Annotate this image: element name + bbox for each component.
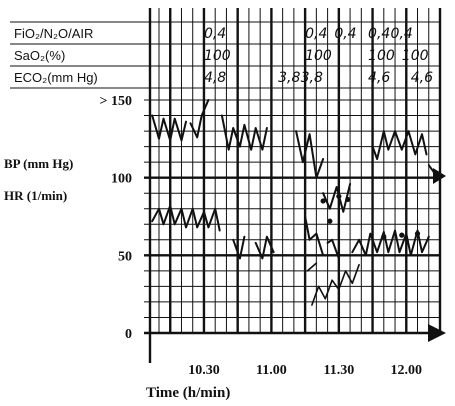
table-row-label: ECO₂(mm Hg) (14, 70, 98, 85)
bp-diastolic-line (254, 235, 275, 260)
table-cell-value: 100 (305, 48, 332, 64)
data-point (320, 198, 326, 204)
x-axis-label: Time (h/min) (146, 385, 230, 401)
series-marks (151, 99, 439, 306)
table-cell-value: 100 (204, 48, 231, 64)
table-cell-value: 0,4 (305, 26, 327, 42)
bp-diastolic-line (304, 215, 325, 257)
table-cell-value: 3,8 (278, 70, 300, 86)
bp-diastolic-line (326, 238, 340, 260)
y-axis-label-hr: HR (1/min) (4, 188, 67, 203)
y-tick-label: 50 (118, 249, 132, 264)
y-tick-label: > 150 (100, 94, 132, 109)
bp-systolic-line (371, 130, 428, 160)
data-point (381, 234, 387, 240)
data-point (327, 218, 333, 224)
bp-diastolic-line (151, 204, 221, 232)
bp-systolic-line (220, 114, 268, 151)
table-cell-value: 0,4 (368, 26, 390, 42)
x-axis-arrowhead (428, 324, 446, 342)
table-cell-value: 0,4 (334, 26, 356, 42)
data-point (345, 196, 351, 203)
table-row-labels: FiO₂/N₂O/AIR SaO₂(%) ECO₂(mm Hg) (14, 26, 98, 85)
y-axis-ticks: > 150 100 50 0 (100, 94, 132, 342)
x-tick-label: 10.30 (188, 363, 220, 378)
table-cell-value: 100 (402, 48, 429, 64)
data-point (336, 193, 342, 199)
data-point (399, 232, 405, 238)
bp-systolic-line (295, 130, 325, 179)
table-cell-value: 4,8 (204, 70, 226, 86)
data-point (414, 230, 421, 237)
marker-100-arrowhead (433, 168, 446, 184)
bp-systolic-line (151, 114, 187, 142)
table-cell-value: 100 (368, 48, 395, 64)
y-tick-label: 100 (111, 172, 132, 187)
x-axis-ticks: 10.30 11.00 11.30 12.00 (188, 363, 422, 378)
x-tick-label: 11.00 (256, 363, 287, 378)
table-cell-value: 4,6 (368, 70, 390, 86)
table-cell-value: 0,4 (204, 26, 226, 42)
bp-systolic-line (322, 182, 352, 213)
y-axis-label-bp: BP (mm Hg) (4, 156, 73, 171)
heart-rate-line (311, 263, 360, 306)
bp-diastolic-line (232, 235, 246, 260)
x-tick-label: 11.30 (323, 363, 354, 378)
table-cell-value: 3,8 (301, 70, 323, 86)
y-tick-label: 0 (125, 327, 132, 342)
table-row-label: SaO₂(%) (14, 48, 65, 63)
table-cell-value: 4,6 (411, 70, 433, 86)
heart-rate-line (306, 262, 318, 272)
table-row-label: FiO₂/N₂O/AIR (14, 26, 93, 41)
table-cell-value: 0,4 (391, 26, 413, 42)
x-tick-label: 12.00 (391, 363, 423, 378)
bp-systolic-line (189, 99, 210, 139)
